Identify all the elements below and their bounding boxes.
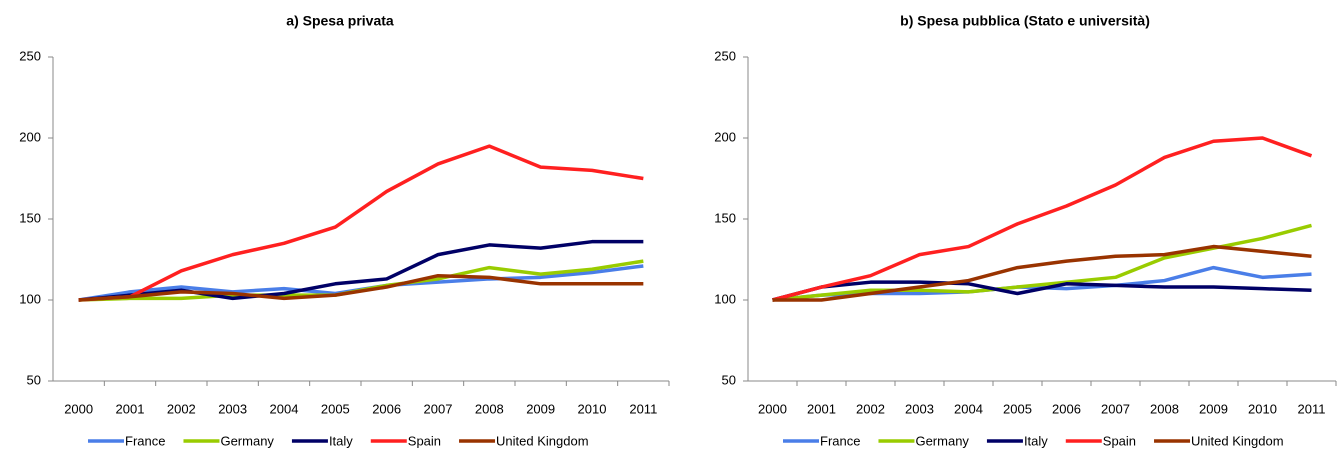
x-tick-label: 2004 bbox=[270, 401, 299, 416]
x-tick-label: 2007 bbox=[1101, 401, 1130, 416]
x-tick-label: 2000 bbox=[64, 401, 93, 416]
x-tick-label: 2011 bbox=[629, 401, 657, 416]
x-tick-label: 2001 bbox=[807, 401, 836, 416]
series-line bbox=[78, 144, 644, 302]
series-line bbox=[772, 244, 1312, 302]
legend-label: United Kingdom bbox=[496, 433, 589, 448]
x-tick-label: 2004 bbox=[954, 401, 983, 416]
legend-label: Spain bbox=[1103, 433, 1136, 448]
x-tick-label: 2009 bbox=[1199, 401, 1228, 416]
series-line bbox=[772, 280, 1312, 302]
y-tick-label: 250 bbox=[19, 48, 41, 63]
x-tick-label: 2003 bbox=[905, 401, 934, 416]
chart-title: b) Spesa pubblica (Stato e università) bbox=[900, 13, 1150, 29]
series-line bbox=[78, 273, 644, 302]
y-tick-label: 100 bbox=[714, 291, 736, 306]
y-tick-label: 100 bbox=[19, 291, 41, 306]
legend-label: France bbox=[125, 433, 165, 448]
x-tick-label: 2008 bbox=[1150, 401, 1179, 416]
y-tick-label: 150 bbox=[19, 210, 41, 225]
x-tick-label: 2006 bbox=[372, 401, 401, 416]
legend-label: United Kingdom bbox=[1191, 433, 1284, 448]
x-tick-label: 2005 bbox=[321, 401, 350, 416]
legend-label: Italy bbox=[1024, 433, 1048, 448]
legend-label: France bbox=[820, 433, 860, 448]
x-tick-label: 2000 bbox=[758, 401, 787, 416]
x-tick-label: 2010 bbox=[1248, 401, 1277, 416]
y-tick-label: 50 bbox=[27, 372, 41, 387]
x-tick-label: 2009 bbox=[526, 401, 555, 416]
y-tick-label: 200 bbox=[714, 129, 736, 144]
x-tick-label: 2010 bbox=[578, 401, 607, 416]
series-line bbox=[772, 136, 1313, 302]
y-tick-label: 250 bbox=[714, 48, 736, 63]
legend-label: Germany bbox=[915, 433, 969, 448]
y-tick-label: 200 bbox=[19, 129, 41, 144]
x-tick-label: 2002 bbox=[167, 401, 196, 416]
x-tick-label: 2008 bbox=[475, 401, 504, 416]
legend-label: Spain bbox=[408, 433, 441, 448]
legend-label: Germany bbox=[220, 433, 274, 448]
x-tick-label: 2001 bbox=[116, 401, 145, 416]
x-tick-label: 2011 bbox=[1298, 401, 1326, 416]
x-tick-label: 2006 bbox=[1052, 401, 1081, 416]
x-tick-label: 2005 bbox=[1003, 401, 1032, 416]
x-tick-label: 2002 bbox=[856, 401, 885, 416]
y-tick-label: 150 bbox=[714, 210, 736, 225]
legend-label: Italy bbox=[329, 433, 353, 448]
chart-title: a) Spesa privata bbox=[286, 13, 394, 29]
y-tick-label: 50 bbox=[722, 372, 736, 387]
x-tick-label: 2003 bbox=[218, 401, 247, 416]
x-tick-label: 2007 bbox=[424, 401, 453, 416]
